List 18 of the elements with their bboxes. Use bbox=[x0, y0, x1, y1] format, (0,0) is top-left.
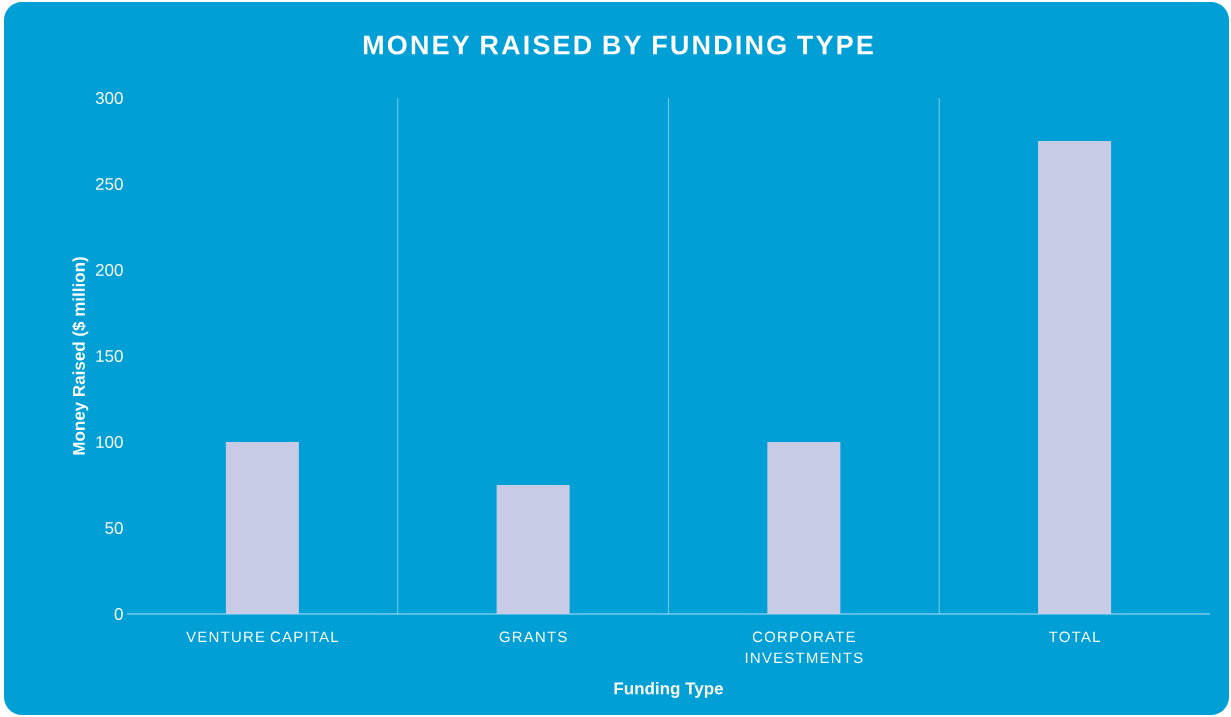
bar bbox=[225, 441, 299, 614]
x-tick-label: TOTAL bbox=[1049, 631, 1100, 643]
chart-title: MONEY RAISED BY FUNDING TYPE bbox=[363, 35, 873, 55]
y-tick-label: 150 bbox=[96, 349, 123, 363]
x-tick-label: GRANTS bbox=[499, 631, 567, 643]
y-tick-label: 0 bbox=[114, 607, 123, 621]
y-axis-title: Money Raised ($ million) bbox=[72, 257, 89, 455]
y-tick-label: 300 bbox=[95, 91, 123, 105]
y-tick-label: 100 bbox=[96, 435, 123, 449]
y-tick-label: 50 bbox=[105, 521, 123, 535]
x-tick-label: VENTURE CAPITAL bbox=[186, 631, 339, 643]
bar bbox=[496, 484, 570, 614]
y-tick-label: 200 bbox=[95, 263, 123, 277]
bar bbox=[767, 441, 841, 614]
bar bbox=[1038, 140, 1112, 614]
y-tick-label: 250 bbox=[95, 177, 123, 191]
x-tick-label: CORPORATE INVESTMENTS bbox=[745, 631, 863, 664]
x-axis-title: Funding Type bbox=[614, 682, 724, 698]
